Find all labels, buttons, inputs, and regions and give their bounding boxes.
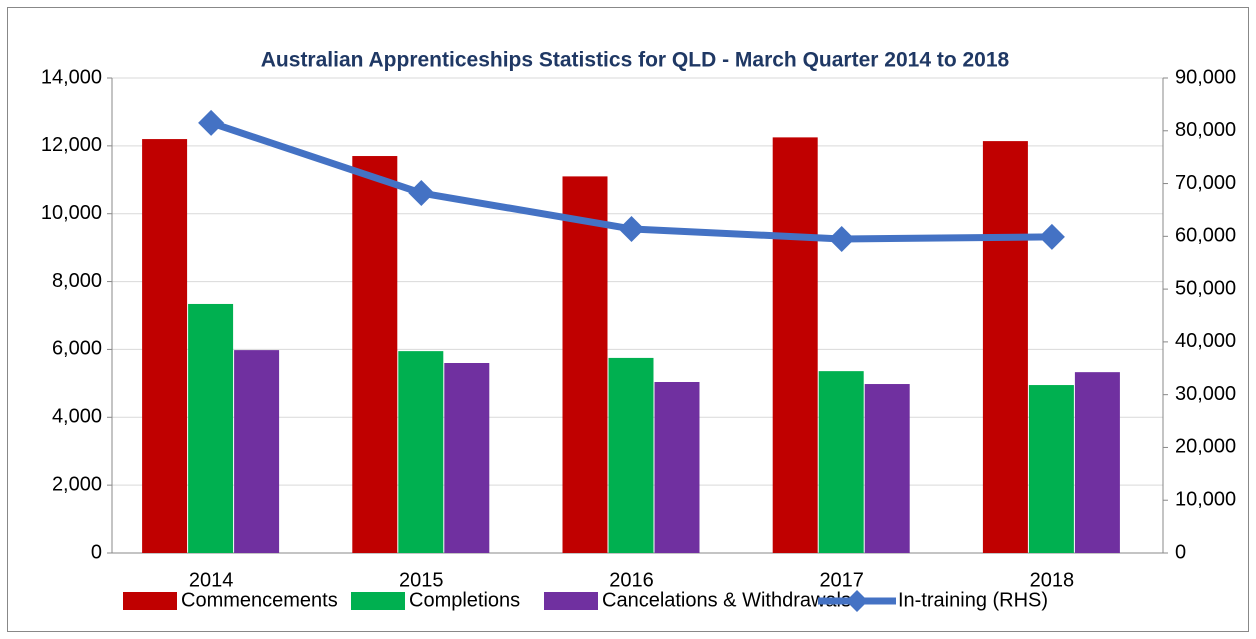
legend-swatch: [351, 592, 405, 610]
bar: [1074, 372, 1120, 553]
legend-swatch: [544, 592, 598, 610]
y-tick-label: 0: [91, 541, 102, 563]
y-tick-label: 10,000: [41, 202, 102, 224]
x-tick-label: 2016: [609, 569, 654, 591]
legend-label: Commencements: [181, 589, 338, 611]
legend-label: In-training (RHS): [898, 589, 1048, 611]
y-tick-label: 4,000: [52, 406, 102, 428]
bar: [818, 371, 864, 553]
bar: [142, 139, 188, 554]
bar: [1028, 385, 1074, 553]
y2-tick-label: 30,000: [1175, 383, 1236, 405]
bar: [772, 137, 818, 553]
x-tick-label: 2017: [819, 569, 864, 591]
x-tick-label: 2014: [189, 569, 234, 591]
y-tick-label: 12,000: [41, 134, 102, 156]
x-tick-label: 2015: [399, 569, 444, 591]
y2-tick-label: 10,000: [1175, 489, 1236, 511]
y-tick-label: 2,000: [52, 473, 102, 495]
legend-label: Cancelations & Withdrawals: [602, 589, 851, 611]
x-tick-label: 2018: [1030, 569, 1075, 591]
y-tick-label: 8,000: [52, 270, 102, 292]
legend-swatch: [123, 592, 177, 610]
bar: [234, 350, 280, 553]
y2-tick-label: 60,000: [1175, 225, 1236, 247]
y2-tick-label: 20,000: [1175, 436, 1236, 458]
marker: [828, 225, 855, 252]
y2-tick-label: 80,000: [1175, 119, 1236, 141]
marker: [198, 109, 225, 136]
y-tick-label: 6,000: [52, 338, 102, 360]
y2-tick-label: 40,000: [1175, 330, 1236, 352]
bar: [982, 141, 1028, 553]
bar: [608, 357, 654, 553]
legend-label: Completions: [409, 589, 520, 611]
bar: [562, 176, 608, 553]
marker: [1038, 223, 1065, 250]
y2-tick-label: 70,000: [1175, 172, 1236, 194]
bar: [352, 156, 398, 554]
bar: [398, 351, 444, 553]
y2-tick-label: 0: [1175, 541, 1186, 563]
bar: [654, 382, 700, 553]
bar: [444, 363, 490, 553]
legend-marker: [846, 590, 868, 612]
y-tick-label: 14,000: [41, 66, 102, 88]
bar: [864, 384, 910, 553]
chart-title: Australian Apprenticeships Statistics fo…: [261, 49, 1010, 72]
marker: [408, 180, 435, 207]
bar: [188, 303, 234, 553]
y2-tick-label: 50,000: [1175, 277, 1236, 299]
y2-tick-label: 90,000: [1175, 66, 1236, 88]
marker: [618, 215, 645, 242]
